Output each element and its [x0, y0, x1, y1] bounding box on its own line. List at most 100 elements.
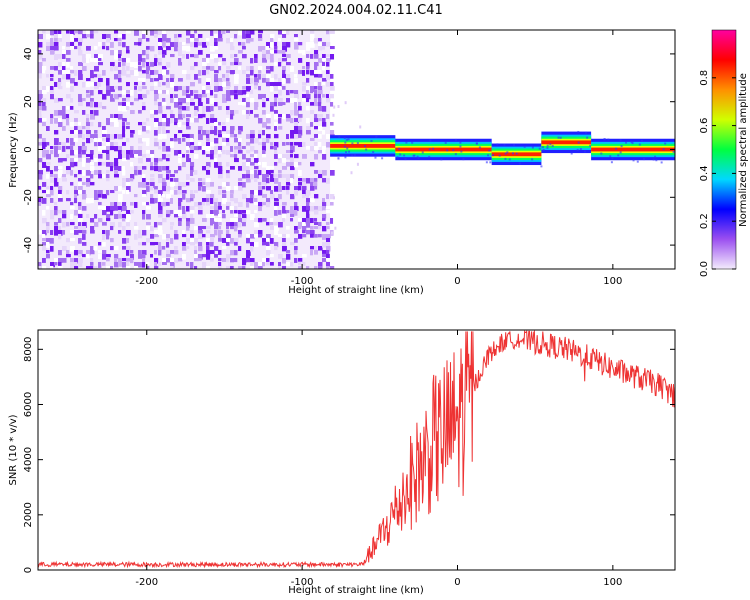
heatmap-noise-cell — [42, 246, 47, 251]
heatmap-noise-cell — [238, 62, 242, 66]
heatmap-noise-cell — [282, 242, 287, 248]
heatmap-noise-cell — [78, 38, 83, 44]
heatmap-noise-cell — [302, 70, 306, 76]
heatmap-signal-speckle — [586, 136, 589, 139]
heatmap-noise-cell — [114, 146, 119, 152]
heatmap-noise-cell — [110, 222, 115, 228]
snr-x-tick-label: 0 — [454, 577, 460, 588]
heatmap-noise-cell — [310, 102, 315, 106]
heatmap-signal-speckle — [489, 161, 492, 164]
heatmap-noise-cell — [186, 150, 190, 154]
heatmap-noise-cell — [54, 118, 59, 124]
heatmap-noise-cell — [294, 118, 299, 123]
heatmap-noise-cell — [54, 142, 59, 146]
heatmap-noise-cell — [278, 254, 283, 259]
heatmap-noise-cell — [146, 74, 151, 79]
heatmap-signal-segment — [541, 130, 592, 155]
heatmap-noise-cell — [74, 186, 78, 192]
heatmap-noise-cell — [66, 42, 71, 47]
heatmap-noise-cell — [294, 258, 298, 263]
heatmap-noise-cell — [102, 206, 107, 211]
heatmap-noise-cell — [54, 150, 58, 155]
heatmap-noise-cell — [98, 122, 102, 128]
heatmap-noise-cell — [146, 50, 150, 55]
heatmap-noise-cell — [46, 162, 51, 166]
heatmap-noise-cell — [58, 110, 63, 116]
heatmap-noise-cell — [318, 134, 322, 139]
heatmap-noise-cell — [162, 234, 167, 240]
heatmap-noise-cell — [198, 102, 203, 106]
heatmap-noise-cell — [158, 126, 162, 131]
heatmap-noise-cell — [174, 134, 178, 140]
heatmap-noise-cell — [134, 42, 139, 46]
heatmap-noise-cell — [38, 134, 42, 139]
heatmap-noise-cell — [302, 234, 307, 238]
heatmap-noise-cell — [178, 190, 183, 195]
heatmap-noise-cell — [298, 70, 303, 75]
heatmap-noise-cell — [210, 206, 215, 210]
heatmap-noise-cell — [170, 42, 175, 47]
heatmap-noise-cell — [206, 190, 211, 194]
heatmap-noise-cell — [226, 110, 230, 115]
heatmap-noise-cell — [38, 74, 42, 79]
heatmap-noise-cell — [186, 198, 191, 203]
heatmap-noise-cell — [102, 94, 107, 100]
heatmap-noise-cell — [326, 58, 331, 62]
heatmap-noise-cell — [38, 170, 43, 175]
heatmap-noise-cell — [78, 122, 82, 126]
heatmap-noise-cell — [230, 70, 235, 75]
heatmap-noise-cell — [130, 202, 134, 206]
heatmap-signal-speckle — [398, 147, 401, 150]
heatmap-noise-cell — [106, 142, 111, 148]
heatmap-noise-cell — [294, 134, 299, 140]
heatmap-noise-cell — [42, 154, 46, 158]
heatmap-signal-speckle — [518, 162, 521, 165]
heatmap-noise-cell — [234, 206, 238, 211]
heatmap-noise-cell — [126, 30, 131, 34]
heatmap-noise-cell — [46, 154, 51, 160]
colorbar-tick-label: 0.0 — [699, 261, 710, 277]
heatmap-noise-cell — [302, 154, 307, 159]
heatmap-noise-cell — [214, 42, 218, 47]
heatmap-noise-cell — [322, 130, 326, 135]
heatmap-noise-cell — [98, 250, 103, 254]
heatmap-noise-cell — [222, 126, 227, 132]
heatmap-noise-cell — [274, 122, 278, 127]
heatmap-noise-cell — [250, 110, 254, 114]
heatmap-noise-cell — [250, 234, 255, 239]
heatmap-noise-cell — [226, 186, 231, 191]
heatmap-noise-cell — [50, 214, 55, 220]
heatmap-noise-cell — [50, 66, 55, 70]
heatmap-noise-cell — [114, 30, 119, 34]
heatmap-noise-cell — [166, 186, 171, 192]
heatmap-signal-speckle — [428, 148, 431, 151]
heatmap-noise-cell — [86, 134, 91, 138]
heatmap-noise-cell — [270, 142, 274, 146]
heatmap-noise-cell — [310, 38, 314, 42]
heatmap-x-tick-label: 100 — [603, 276, 622, 287]
heatmap-noise-cell — [162, 66, 167, 70]
heatmap-noise-cell — [254, 114, 259, 118]
heatmap-noise-cell — [62, 46, 66, 50]
heatmap-noise-cell — [154, 90, 159, 95]
heatmap-signal-speckle — [672, 150, 675, 153]
heatmap-noise-cell — [294, 238, 298, 243]
heatmap-noise-cell — [114, 162, 119, 168]
heatmap-noise-cell — [222, 150, 226, 155]
heatmap-noise-cell — [58, 34, 62, 40]
heatmap-noise-cell — [54, 66, 58, 71]
heatmap-y-tick-label: 0 — [23, 146, 34, 152]
heatmap-signal-speckle — [487, 154, 490, 157]
heatmap-noise-cell — [142, 174, 146, 179]
heatmap-noise-cell — [206, 246, 210, 252]
heatmap-noise-cell — [166, 122, 170, 127]
heatmap-noise-cell — [110, 266, 114, 269]
heatmap-noise-cell — [234, 258, 238, 263]
heatmap-noise-cell — [126, 122, 130, 126]
heatmap-noise-cell — [102, 250, 107, 256]
heatmap-noise-cell — [46, 230, 50, 234]
heatmap-noise-cell — [274, 94, 279, 98]
heatmap-noise-cell — [62, 126, 66, 131]
heatmap-x-tick-label: -200 — [135, 276, 158, 287]
